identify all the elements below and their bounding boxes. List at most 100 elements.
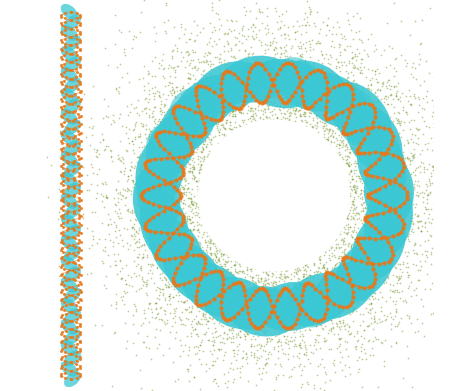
Point xyxy=(170,154,177,161)
Point xyxy=(426,286,433,292)
Point xyxy=(328,301,336,307)
Point xyxy=(344,274,352,280)
Point xyxy=(317,67,325,74)
Point xyxy=(160,128,168,135)
Ellipse shape xyxy=(176,264,211,298)
Point xyxy=(123,338,130,344)
Point xyxy=(257,342,264,348)
Point xyxy=(231,143,239,149)
Point xyxy=(313,282,321,289)
Point xyxy=(76,64,83,70)
Point xyxy=(308,322,315,328)
Point xyxy=(173,265,181,272)
Point xyxy=(310,224,317,230)
Point xyxy=(284,247,292,253)
Point xyxy=(232,357,240,363)
Point xyxy=(148,308,156,315)
Point xyxy=(215,292,223,298)
Point xyxy=(312,253,319,259)
Point xyxy=(76,279,83,285)
Point xyxy=(228,96,236,102)
Point xyxy=(299,307,306,313)
Point xyxy=(369,189,377,195)
Point xyxy=(363,147,370,153)
Point xyxy=(170,280,178,287)
Point xyxy=(64,227,71,233)
Point xyxy=(163,243,171,249)
Point xyxy=(343,43,351,49)
Point xyxy=(242,101,250,108)
Point xyxy=(395,109,402,116)
Point xyxy=(311,228,319,235)
Point xyxy=(241,212,248,218)
Point xyxy=(139,124,146,130)
Point xyxy=(237,59,244,65)
Point xyxy=(314,208,322,214)
Point xyxy=(183,333,191,339)
Point xyxy=(193,142,201,148)
Point xyxy=(92,195,100,201)
Point xyxy=(195,141,203,147)
Point xyxy=(270,133,278,140)
Point xyxy=(286,311,294,317)
Point xyxy=(291,98,299,104)
Point xyxy=(212,119,219,125)
Point xyxy=(388,45,396,51)
Point xyxy=(150,96,157,102)
Point xyxy=(392,56,399,63)
Point xyxy=(269,127,276,134)
Point xyxy=(369,104,377,110)
Point xyxy=(380,212,388,218)
Point xyxy=(349,293,356,300)
Point xyxy=(161,239,168,246)
Point xyxy=(145,142,153,148)
Point xyxy=(168,84,175,90)
Point xyxy=(357,285,365,291)
Point xyxy=(149,114,156,120)
Point xyxy=(215,305,222,311)
Point xyxy=(186,226,194,233)
Ellipse shape xyxy=(374,174,401,210)
Point xyxy=(332,110,340,117)
Point xyxy=(235,138,242,144)
Point xyxy=(316,361,324,367)
Point xyxy=(219,222,226,229)
Point xyxy=(260,286,267,292)
Point xyxy=(350,72,357,79)
Point xyxy=(74,282,82,289)
Point xyxy=(226,145,234,151)
Point xyxy=(320,300,328,306)
Point xyxy=(397,164,404,170)
Point xyxy=(365,192,373,199)
Point xyxy=(427,261,435,267)
Point xyxy=(293,84,301,90)
Point xyxy=(373,219,380,226)
Point xyxy=(203,127,211,134)
Point xyxy=(308,177,316,183)
Point xyxy=(195,291,202,297)
Point xyxy=(392,176,399,182)
Point xyxy=(288,190,296,196)
Point xyxy=(313,309,320,316)
Point xyxy=(270,118,277,124)
Point xyxy=(414,212,421,218)
Point xyxy=(347,243,355,249)
Point xyxy=(169,107,177,113)
Point xyxy=(259,264,266,271)
Point xyxy=(222,61,229,67)
Point xyxy=(166,329,174,335)
Point xyxy=(164,180,171,186)
Point xyxy=(399,189,407,196)
Point xyxy=(297,259,305,265)
Point xyxy=(97,139,104,145)
Point xyxy=(64,176,72,183)
Point xyxy=(316,187,324,194)
Point xyxy=(368,167,376,174)
Point xyxy=(312,323,319,329)
Point xyxy=(270,240,278,246)
Point xyxy=(263,113,270,120)
Point xyxy=(207,119,214,125)
Point xyxy=(366,268,374,274)
Point xyxy=(363,323,370,329)
Point xyxy=(248,179,255,185)
